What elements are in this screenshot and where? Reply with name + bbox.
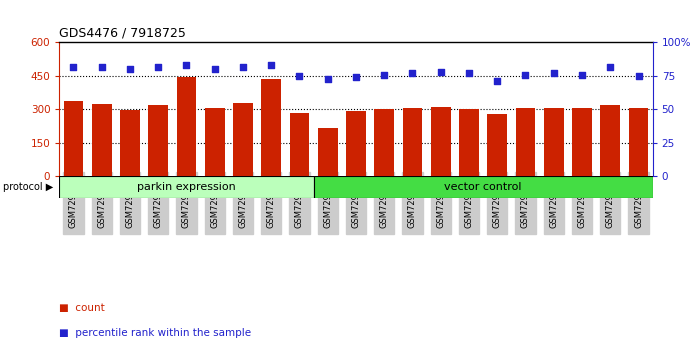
Point (378, 72, 389, 78)
Bar (92, 104, 112, 176)
Bar (374, 109, 394, 176)
Point (153, 64, 164, 69)
Bar (148, 105, 168, 176)
Bar (233, 103, 253, 176)
Bar (59, 176, 313, 198)
Text: vector control: vector control (445, 182, 522, 192)
Bar (459, 109, 479, 176)
Point (435, 69, 446, 75)
Bar (544, 108, 563, 176)
Bar (516, 108, 535, 176)
Point (548, 70, 559, 76)
Point (266, 62, 277, 68)
Text: ■  percentile rank within the sample: ■ percentile rank within the sample (59, 328, 251, 338)
Bar (600, 105, 620, 176)
Point (294, 73, 305, 79)
Point (520, 72, 531, 78)
Point (124, 66, 135, 72)
Point (68, 64, 79, 69)
Bar (572, 108, 592, 176)
Bar (313, 176, 653, 198)
Bar (403, 108, 422, 176)
Point (577, 72, 588, 78)
Point (633, 73, 644, 79)
Bar (64, 102, 83, 176)
Point (209, 66, 221, 72)
Text: ■  count: ■ count (59, 303, 105, 313)
Point (181, 62, 192, 68)
Point (322, 76, 334, 81)
Point (407, 70, 418, 76)
Bar (177, 77, 196, 176)
Bar (205, 108, 225, 176)
Bar (487, 114, 507, 176)
Point (491, 78, 503, 84)
Bar (346, 111, 366, 176)
Point (350, 74, 362, 80)
Point (237, 64, 248, 69)
Point (604, 64, 616, 69)
Bar (629, 108, 648, 176)
Bar (431, 107, 451, 176)
Point (463, 70, 475, 76)
Text: GDS4476 / 7918725: GDS4476 / 7918725 (59, 27, 186, 40)
Bar (120, 110, 140, 176)
Point (96, 64, 107, 69)
Bar (318, 128, 338, 176)
Bar (290, 113, 309, 176)
Bar (261, 79, 281, 176)
Text: protocol ▶: protocol ▶ (3, 182, 54, 192)
Text: parkin expression: parkin expression (137, 182, 236, 192)
